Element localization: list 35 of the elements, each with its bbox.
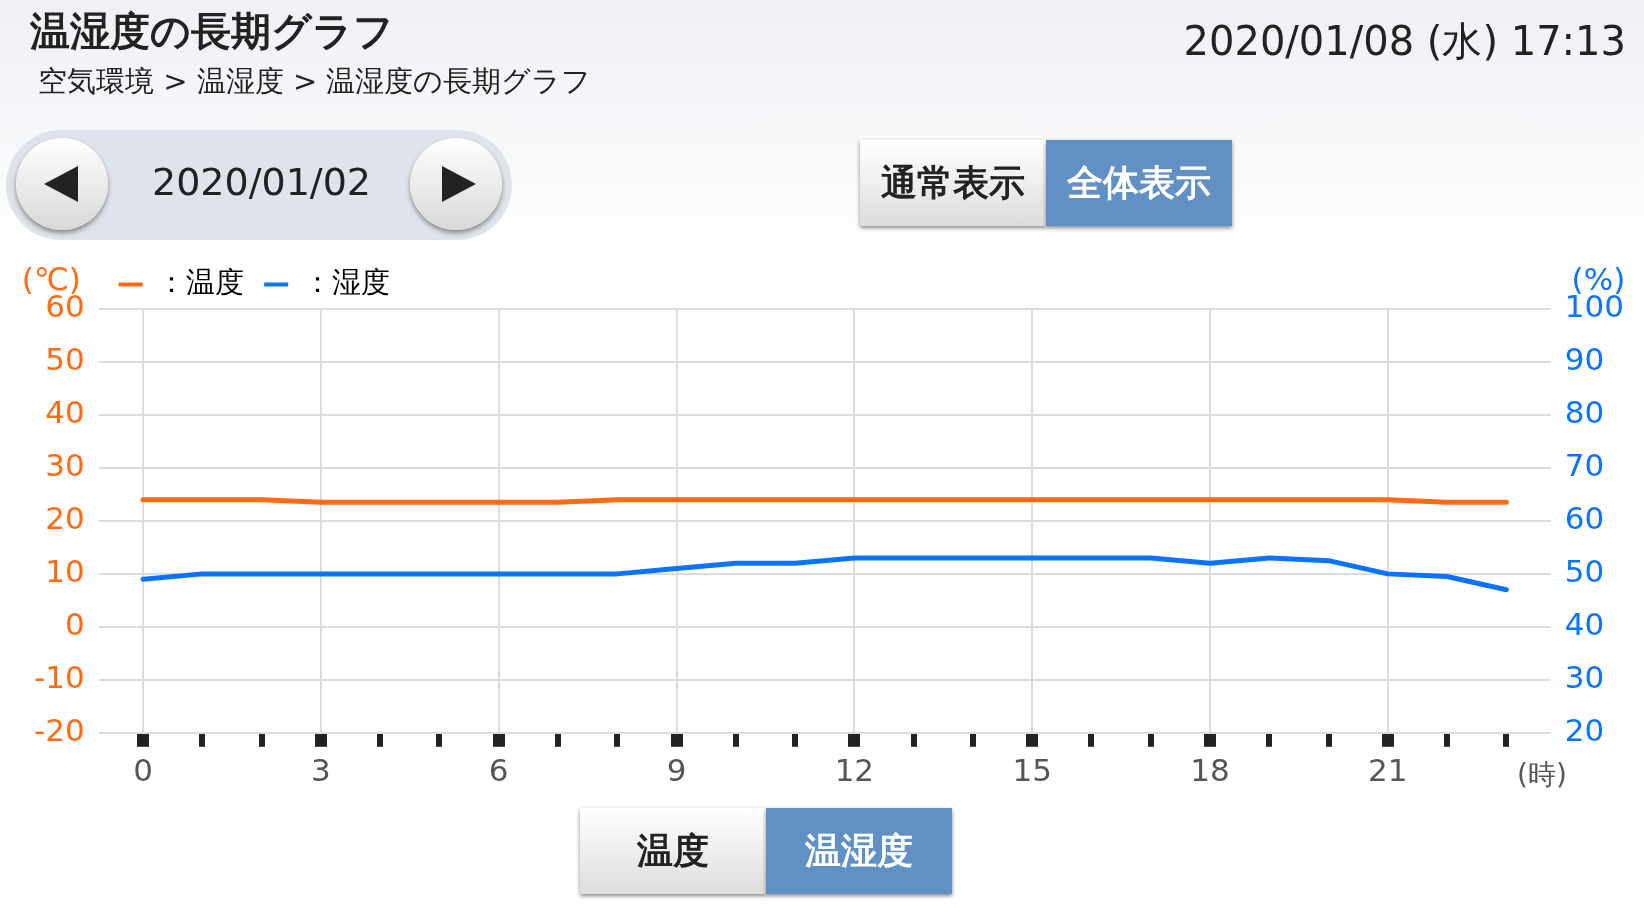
x-tick-label: 12	[834, 752, 875, 789]
y-tick-label: 30	[45, 446, 85, 483]
y-tick-label: 0	[64, 605, 85, 642]
x-tick-label: 18	[1190, 752, 1230, 789]
x-tick-label: 15	[1012, 752, 1052, 789]
x-tick-label: 9	[666, 752, 687, 789]
x-tick-label: 21	[1368, 752, 1408, 789]
legend-label: ：湿度	[302, 265, 390, 300]
y2-tick-label: 90	[1564, 341, 1605, 378]
legend-label: ：温度	[157, 265, 245, 300]
chart-subtitle: 空気環境 > 温湿度 > 温湿度の長期グラフ	[38, 63, 592, 100]
text: 温湿度	[766, 808, 952, 894]
y-tick-label: 50	[45, 341, 85, 378]
y-tick-label: 20	[45, 499, 85, 536]
x-tick-label: 0	[133, 752, 153, 789]
text: 2020/01/08 (水) 17:13	[1183, 17, 1626, 66]
chart-title: 温湿度の長期グラフ	[30, 7, 394, 56]
text: 全体表示	[1046, 140, 1232, 226]
y2-tick-label: 40	[1564, 605, 1605, 642]
text: 通常表示	[860, 140, 1046, 226]
y2-tick-label: 80	[1564, 394, 1605, 430]
y-tick-label: 40	[45, 394, 85, 430]
y-tick-label: -20	[33, 711, 85, 748]
x-axis-title: (時)	[1516, 758, 1567, 792]
y2-tick-label: 70	[1564, 446, 1605, 483]
text: 2020/01/02	[152, 160, 372, 204]
text: 温度	[580, 808, 766, 894]
y2-tick-label: 20	[1564, 711, 1605, 748]
y2-tick-label: 60	[1564, 499, 1605, 536]
x-tick-label: 3	[311, 752, 331, 789]
y-tick-label: 10	[45, 552, 85, 589]
y-tick-label: -10	[33, 658, 85, 695]
x-tick-label: 6	[488, 752, 509, 789]
y2-tick-label: 30	[1564, 658, 1605, 695]
y2-tick-label: 50	[1564, 552, 1605, 589]
